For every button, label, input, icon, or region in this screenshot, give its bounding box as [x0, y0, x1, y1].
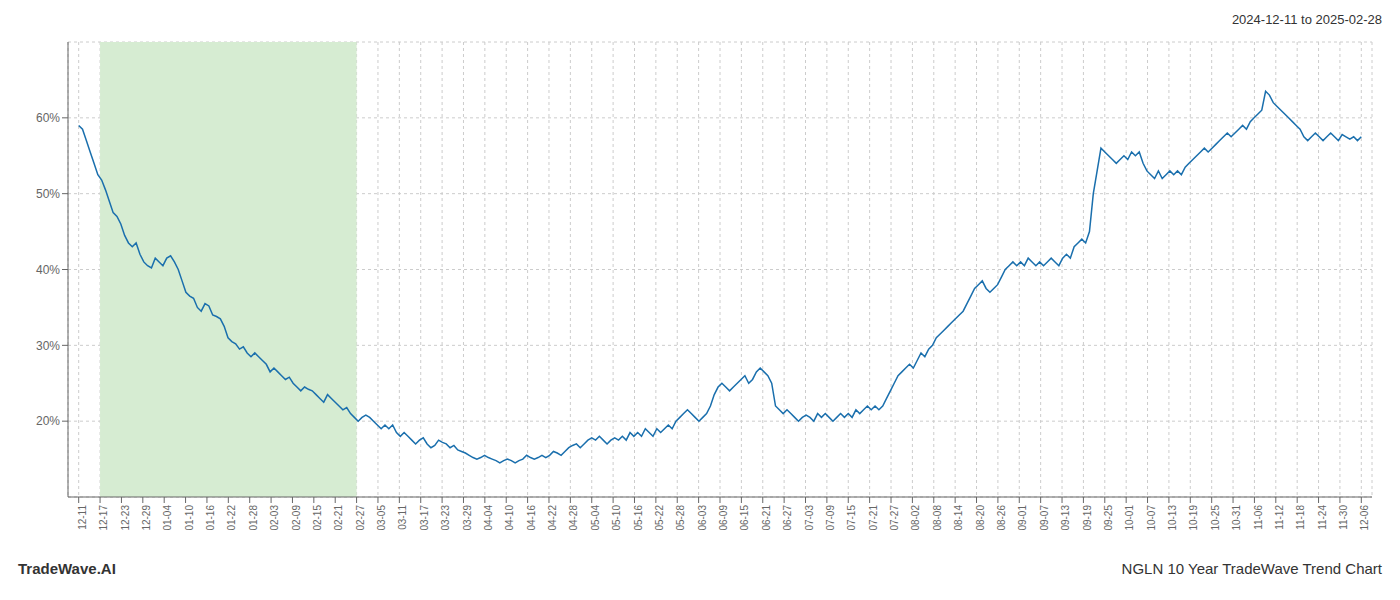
- svg-text:01-04: 01-04: [162, 505, 173, 531]
- svg-text:12-23: 12-23: [120, 505, 131, 531]
- svg-text:03-17: 03-17: [419, 505, 430, 531]
- svg-text:10-19: 10-19: [1188, 505, 1199, 531]
- svg-text:10-13: 10-13: [1167, 505, 1178, 531]
- svg-text:11-06: 11-06: [1253, 505, 1264, 530]
- svg-text:09-25: 09-25: [1103, 505, 1114, 531]
- svg-text:12-11: 12-11: [77, 505, 88, 530]
- svg-text:06-27: 06-27: [782, 505, 793, 531]
- svg-text:20%: 20%: [36, 414, 60, 428]
- svg-text:04-10: 04-10: [504, 505, 515, 531]
- svg-text:08-26: 08-26: [996, 505, 1007, 531]
- svg-text:10-25: 10-25: [1210, 505, 1221, 531]
- svg-text:01-16: 01-16: [205, 505, 216, 531]
- svg-text:05-22: 05-22: [654, 505, 665, 531]
- svg-text:08-14: 08-14: [953, 505, 964, 531]
- svg-text:07-27: 07-27: [889, 505, 900, 531]
- html-text:NGLN 10 Year TradeWave Trend C: NGLN 10 Year TradeWave Trend Chart: [1121, 560, 1382, 577]
- svg-text:11-30: 11-30: [1338, 505, 1349, 530]
- svg-text:09-19: 09-19: [1082, 505, 1093, 531]
- svg-text:07-09: 07-09: [825, 505, 836, 531]
- svg-text:10-07: 10-07: [1146, 505, 1157, 531]
- svg-text:04-16: 04-16: [526, 505, 537, 531]
- svg-text:02-03: 02-03: [269, 505, 280, 531]
- svg-text:40%: 40%: [36, 263, 60, 277]
- svg-text:12-06: 12-06: [1359, 505, 1370, 531]
- svg-text:04-28: 04-28: [568, 505, 579, 531]
- svg-text:02-21: 02-21: [333, 505, 344, 531]
- svg-text:09-07: 09-07: [1039, 505, 1050, 531]
- html-text:2024-12-11 to 2025-02-28: 2024-12-11 to 2025-02-28: [1231, 12, 1382, 27]
- svg-text:10-01: 10-01: [1124, 505, 1135, 531]
- svg-text:30%: 30%: [36, 339, 60, 353]
- svg-text:01-10: 01-10: [184, 505, 195, 531]
- svg-text:06-03: 06-03: [697, 505, 708, 531]
- svg-text:06-21: 06-21: [761, 505, 772, 531]
- svg-text:12-17: 12-17: [98, 505, 109, 531]
- svg-text:04-04: 04-04: [483, 505, 494, 531]
- svg-text:10-31: 10-31: [1231, 505, 1242, 531]
- svg-text:11-18: 11-18: [1295, 505, 1306, 530]
- svg-text:08-08: 08-08: [932, 505, 943, 531]
- svg-text:60%: 60%: [36, 111, 60, 125]
- svg-text:02-15: 02-15: [312, 505, 323, 531]
- svg-text:12-29: 12-29: [141, 505, 152, 531]
- svg-text:09-13: 09-13: [1060, 505, 1071, 531]
- svg-text:08-20: 08-20: [975, 505, 986, 531]
- svg-text:02-09: 02-09: [291, 505, 302, 531]
- svg-text:11-24: 11-24: [1317, 505, 1328, 530]
- svg-text:02-27: 02-27: [355, 505, 366, 531]
- svg-text:05-28: 05-28: [675, 505, 686, 531]
- svg-text:05-04: 05-04: [590, 505, 601, 531]
- svg-text:09-01: 09-01: [1017, 505, 1028, 531]
- svg-text:07-21: 07-21: [868, 505, 879, 531]
- svg-text:01-28: 01-28: [248, 505, 259, 531]
- svg-text:05-16: 05-16: [633, 505, 644, 531]
- svg-text:06-09: 06-09: [718, 505, 729, 531]
- svg-text:08-02: 08-02: [910, 505, 921, 531]
- svg-text:07-03: 07-03: [804, 505, 815, 531]
- svg-text:11-12: 11-12: [1274, 505, 1285, 530]
- svg-text:07-15: 07-15: [846, 505, 857, 531]
- svg-text:50%: 50%: [36, 187, 60, 201]
- svg-text:03-23: 03-23: [440, 505, 451, 531]
- svg-text:04-22: 04-22: [547, 505, 558, 531]
- html-text:TradeWave.AI: TradeWave.AI: [18, 560, 116, 577]
- svg-text:03-05: 03-05: [376, 505, 387, 531]
- svg-text:03-11: 03-11: [397, 505, 408, 530]
- svg-text:03-29: 03-29: [462, 505, 473, 531]
- svg-text:05-10: 05-10: [611, 505, 622, 531]
- svg-text:06-15: 06-15: [739, 505, 750, 531]
- svg-text:01-22: 01-22: [226, 505, 237, 531]
